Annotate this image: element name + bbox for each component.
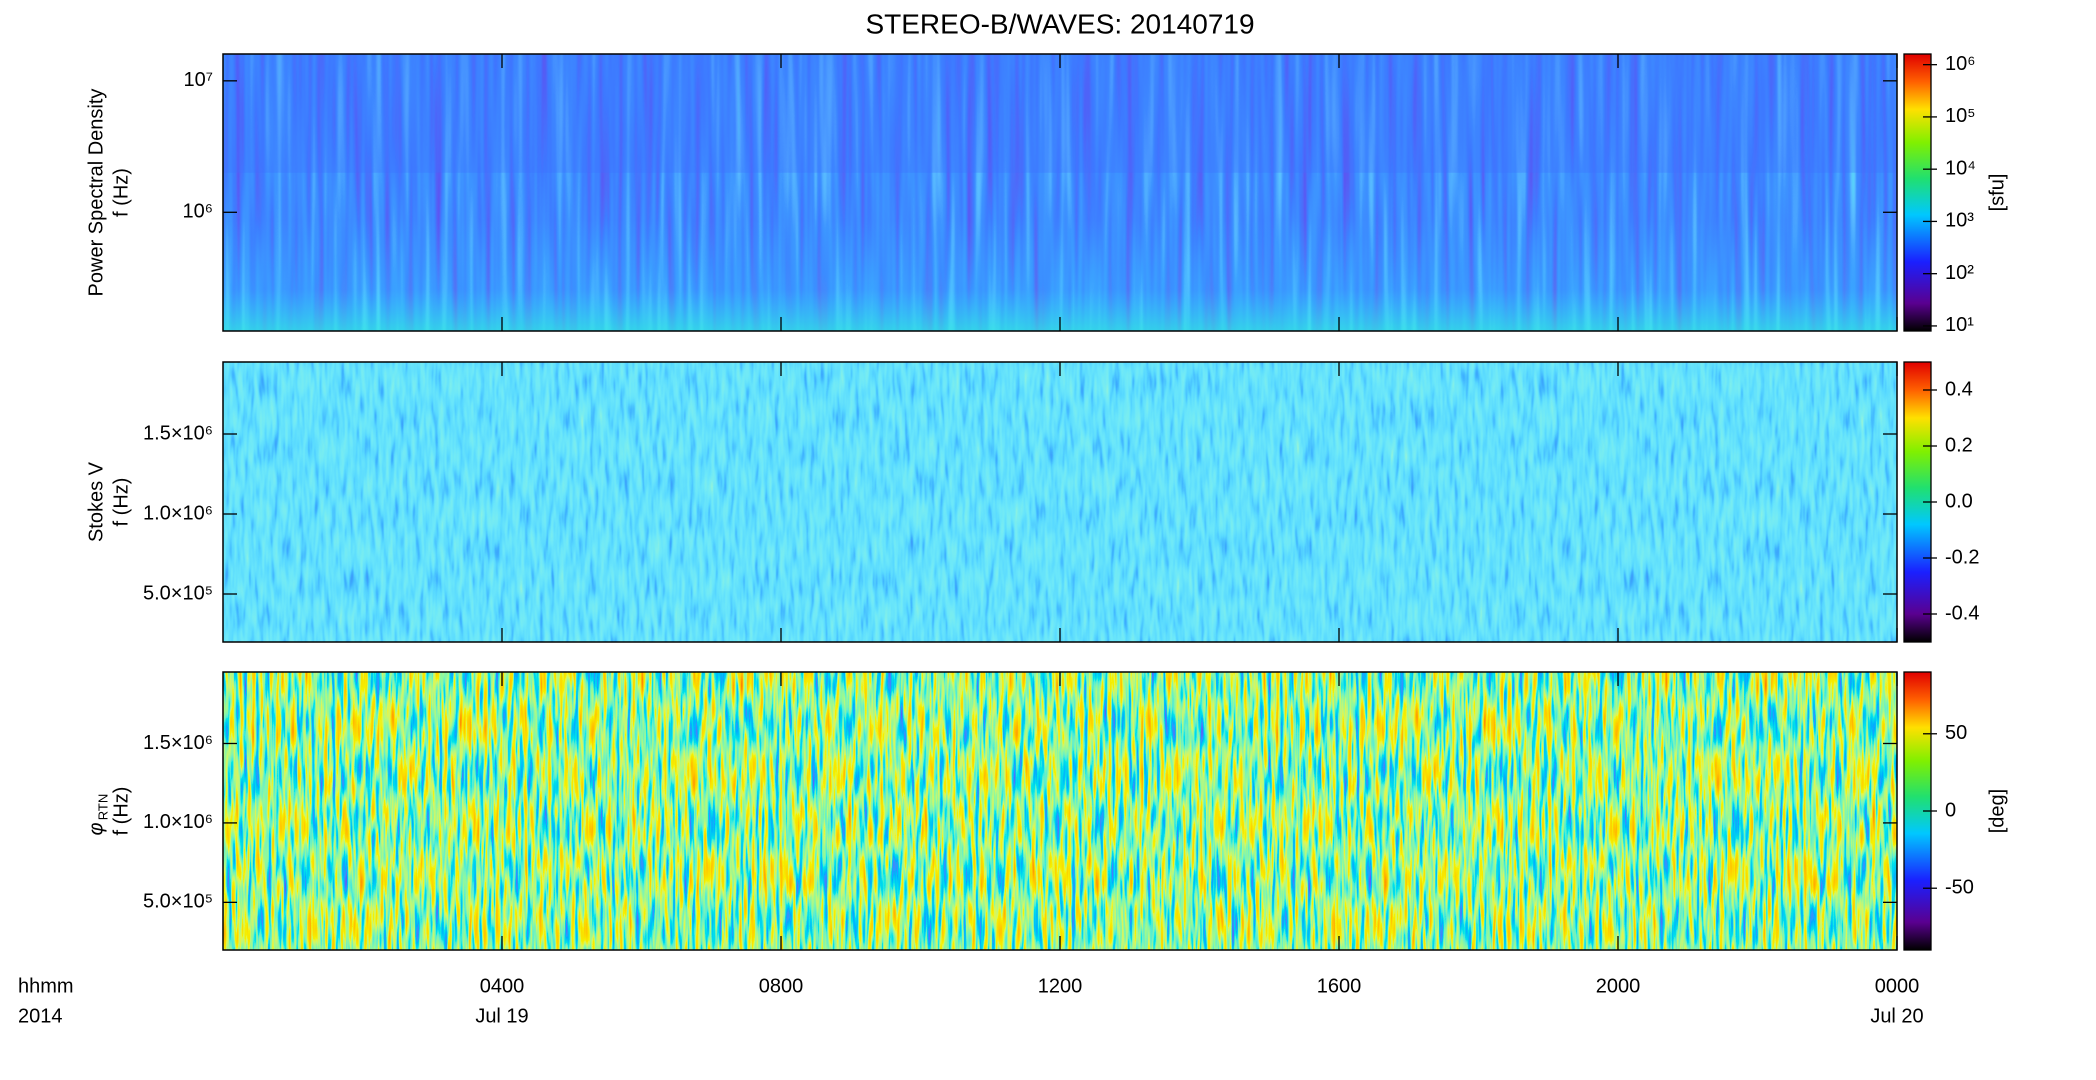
colorbar-tick-label: 0.4 [1945,378,1973,400]
time-format-label: hhmm [18,975,74,997]
colorbar-tick-label: -50 [1945,877,1974,899]
colorbar-tick-label: 0.0 [1945,490,1973,512]
colorbar-tick-label: 50 [1945,722,1967,744]
x-date-label: Jul 19 [475,1005,528,1027]
colorbar-tick-label: 10¹ [1945,314,1974,336]
y-tick-label: 10⁷ [184,69,213,91]
y-axis-label: f (Hz) [110,478,132,527]
colorbar-label: [deg] [1986,789,2008,833]
y-tick-label: 1.5×10⁶ [143,422,213,444]
y-tick-label: 1.0×10⁶ [143,811,213,833]
x-tick-label: 1200 [1038,975,1083,997]
x-tick-label: 0000 [1875,975,1920,997]
colorbar-tick-label: -0.4 [1945,602,1979,624]
colorbar-label: [sfu] [1986,174,2008,212]
y-axis-label: Power Spectral Density [85,89,107,297]
x-tick-label: 0800 [759,975,804,997]
colorbar-tick-label: -0.2 [1945,546,1979,568]
y-axis-label: φ [85,822,107,835]
y-tick-label: 1.0×10⁶ [143,502,213,524]
y-tick-label: 1.5×10⁶ [143,732,213,754]
colorbar-tick-label: 0 [1945,799,1956,821]
year-label: 2014 [18,1005,63,1027]
y-axis-label: f (Hz) [110,168,132,217]
y-tick-label: 5.0×10⁵ [143,891,213,913]
x-tick-label: 2000 [1596,975,1641,997]
colorbar-tick-label: 10⁵ [1945,105,1976,127]
x-date-label: Jul 20 [1870,1005,1923,1027]
colorbar-tick-label: 10² [1945,262,1974,284]
colorbar-tick-label: 10⁴ [1945,157,1976,179]
colorbar-tick-label: 10³ [1945,210,1974,232]
y-axis-label: f (Hz) [110,787,132,836]
panel: 10⁶ 10⁷ Power Spectral Density f (Hz) 10¹ 10²… [85,53,2008,336]
low-frequency-glow [223,54,1897,331]
y-axis-label: Stokes V [85,461,107,542]
y-tick-label: 5.0×10⁵ [143,582,213,604]
colorbar-tick-label: 10⁶ [1945,53,1975,75]
x-tick-label: 0400 [480,975,525,997]
spectrogram-image [223,672,1897,950]
colorbar [1903,53,1932,332]
x-tick-label: 1600 [1317,975,1362,997]
colorbar-tick-label: 0.2 [1945,434,1973,456]
spectrogram-image [223,362,1897,642]
chart-title: STEREO-B/WAVES: 20140719 [865,8,1254,39]
y-tick-label: 10⁶ [183,201,213,223]
panel: 5.0×10⁵ 1.0×10⁶ 1.5×10⁶ φ RTN f (Hz) -50 0 50 [de… [85,671,2008,951]
y-axis-label-subscript: RTN [95,794,110,820]
